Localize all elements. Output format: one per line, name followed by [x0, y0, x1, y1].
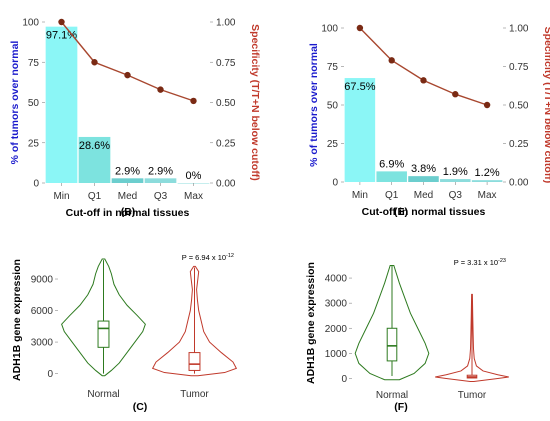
x-tick-label: Min	[53, 191, 69, 202]
line-point	[58, 18, 65, 26]
y2-tick-label: 0.50	[509, 101, 529, 112]
x-tick-label: Normal	[87, 389, 119, 400]
y-tick-label: 75	[327, 62, 339, 73]
p-value-label: P = 3.31 x 10-23	[454, 258, 506, 267]
x-tick-label: Max	[478, 190, 497, 201]
y-tick-label: 9000	[31, 275, 54, 286]
y-tick-label: 3000	[325, 299, 348, 310]
series-line	[359, 27, 488, 106]
violin-chart-c: 0 3000 6000 9000 Normal Tumor ADH1B gene expre…	[11, 253, 238, 400]
bar	[45, 26, 78, 183]
violin-chart-f: 0 1000 2000 3000 4000 Normal Tumor ADH1B gene e…	[305, 258, 509, 401]
y2-tick-label: 0.75	[216, 58, 236, 69]
panel-label-b: (B)	[121, 206, 136, 218]
panel-label-e: (E)	[394, 206, 408, 218]
y-tick-label: 25	[327, 139, 339, 150]
y-tick-label: 4000	[325, 274, 348, 285]
y2-tick-label: 0.00	[216, 179, 236, 190]
y2-tick-label: 0.75	[509, 62, 529, 73]
y-tick-label: 3000	[31, 338, 54, 349]
y2-axis-title: Specificity (T/T+N below cutoff)	[249, 24, 261, 181]
y2-tick-label: 1.00	[509, 24, 529, 35]
y-tick-label: 50	[28, 98, 40, 109]
line-point	[157, 86, 164, 93]
y-tick-label: 0	[341, 374, 347, 385]
y2-tick-label: 0.25	[216, 138, 236, 149]
box	[188, 352, 201, 371]
y-tick-label: 100	[321, 24, 338, 35]
y-tick-label: 2000	[325, 324, 348, 335]
data-label: 6.9%	[379, 158, 404, 170]
y-tick-label: 0	[47, 369, 53, 380]
bar	[440, 179, 471, 182]
x-tick-label: Normal	[376, 390, 408, 401]
line-point	[124, 71, 131, 79]
data-label: 2.9%	[115, 165, 140, 177]
y2-tick-label: 0.50	[216, 98, 236, 109]
bar	[344, 78, 376, 182]
series-line	[60, 21, 194, 102]
data-label: 0%	[186, 170, 202, 182]
violin-shape	[354, 265, 430, 381]
x-tick-label: Tumor	[180, 389, 209, 400]
bar	[408, 176, 439, 182]
panel-label-f: (F)	[394, 401, 407, 413]
data-label: 2.9%	[148, 165, 173, 177]
line-point	[420, 77, 427, 84]
data-label: 1.9%	[443, 166, 468, 178]
p-value-label: P = 6.94 x 10-12	[182, 253, 234, 262]
y-tick-label: 75	[28, 58, 40, 69]
y-tick-label: 50	[327, 101, 339, 112]
x-tick-label: Q1	[385, 190, 399, 201]
box	[386, 327, 398, 362]
y2-tick-label: 0.00	[509, 178, 529, 189]
bar	[471, 180, 503, 182]
bar	[376, 171, 407, 182]
x-tick-label: Q1	[88, 191, 102, 202]
x-tick-label: Tumor	[458, 390, 487, 401]
y-tick-label: 25	[28, 138, 40, 149]
x-tick-label: Q3	[449, 190, 463, 201]
y-tick-label: 6000	[31, 306, 54, 317]
violin-shape	[61, 258, 146, 377]
y-axis-title: % of tumors over normal	[9, 41, 21, 165]
y-axis-title: ADH1B gene expression	[11, 259, 23, 381]
bar-line-chart-e: 0 25 50 75 100 0.00 0.25 0.50 0.75 1.00 Min Q1 Med Q3…	[308, 24, 550, 219]
data-label: 1.2%	[475, 167, 500, 179]
y2-tick-label: 0.25	[509, 139, 529, 150]
x-tick-label: Min	[352, 190, 368, 201]
data-label: 3.8%	[411, 163, 436, 175]
line-point	[483, 101, 491, 109]
y2-tick-label: 1.00	[216, 18, 236, 29]
line-point	[91, 59, 98, 66]
bar	[144, 178, 177, 183]
y-tick-label: 0	[332, 178, 338, 189]
y-axis-title: % of tumors over normal	[308, 43, 320, 167]
bar-line-chart-b: 0 25 50 75 100 0.00 0.25 0.50 0.75 1.00 Min Q1 Med Q3…	[9, 18, 261, 220]
line-point	[452, 91, 459, 98]
line-point	[356, 24, 364, 32]
x-axis-title: Cut-off in normal tissues	[66, 207, 190, 219]
box	[97, 320, 110, 348]
x-tick-label: Max	[184, 191, 203, 202]
x-axis-title: Cut-off in normal tissues	[362, 206, 486, 218]
x-tick-label: Med	[414, 190, 433, 201]
y-tick-label: 1000	[325, 349, 348, 360]
x-tick-label: Q3	[154, 191, 168, 202]
x-tick-label: Med	[118, 191, 137, 202]
line-point	[388, 57, 395, 64]
bar	[78, 136, 111, 183]
y-tick-label: 100	[22, 18, 39, 29]
data-label: 28.6%	[79, 140, 110, 152]
violin-shape	[151, 265, 238, 377]
y-axis-title: ADH1B gene expression	[305, 262, 317, 384]
bar	[111, 178, 144, 183]
y2-axis-title: Specificity (T/T+N below cutoff)	[542, 27, 550, 184]
data-label: 67.5%	[344, 81, 375, 93]
y-tick-label: 0	[33, 179, 39, 190]
line-point	[190, 97, 197, 105]
panel-label-c: (C)	[133, 401, 148, 413]
